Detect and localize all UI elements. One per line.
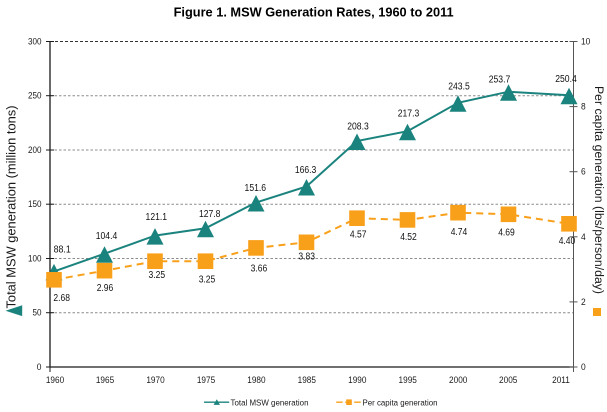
- svg-text:Total MSW generation: Total MSW generation: [231, 398, 309, 407]
- svg-text:Per capita generation (lbs/per: Per capita generation (lbs/person/day): [592, 86, 606, 294]
- svg-text:4.40: 4.40: [559, 236, 576, 247]
- svg-text:253.7: 253.7: [489, 75, 511, 86]
- svg-text:88.1: 88.1: [54, 245, 72, 256]
- svg-text:150: 150: [28, 199, 42, 210]
- svg-text:1980: 1980: [247, 375, 265, 386]
- svg-text:Per capita generation: Per capita generation: [363, 398, 438, 407]
- svg-text:2005: 2005: [499, 375, 517, 386]
- svg-text:0: 0: [37, 362, 42, 373]
- svg-text:6: 6: [581, 167, 586, 178]
- svg-text:4.69: 4.69: [498, 228, 515, 239]
- svg-text:1965: 1965: [96, 375, 114, 386]
- svg-text:1990: 1990: [348, 375, 366, 386]
- svg-text:300: 300: [28, 37, 42, 48]
- svg-text:4: 4: [581, 232, 586, 243]
- svg-text:2: 2: [581, 297, 586, 308]
- svg-text:2011: 2011: [552, 375, 570, 386]
- svg-text:1970: 1970: [146, 375, 164, 386]
- svg-text:127.8: 127.8: [199, 209, 221, 220]
- svg-text:1960: 1960: [46, 375, 64, 386]
- svg-text:50: 50: [33, 308, 42, 319]
- svg-text:2.68: 2.68: [53, 293, 70, 304]
- svg-text:4.52: 4.52: [400, 232, 417, 243]
- svg-text:1975: 1975: [197, 375, 215, 386]
- svg-text:208.3: 208.3: [347, 122, 369, 133]
- svg-text:250: 250: [28, 91, 42, 102]
- svg-text:8: 8: [581, 102, 586, 113]
- svg-text:4.74: 4.74: [451, 227, 468, 238]
- svg-text:3.25: 3.25: [199, 275, 216, 286]
- svg-text:4.57: 4.57: [350, 230, 367, 241]
- svg-text:3.83: 3.83: [298, 252, 315, 263]
- svg-text:10: 10: [581, 37, 590, 48]
- svg-text:2.96: 2.96: [97, 283, 114, 294]
- svg-text:121.1: 121.1: [146, 212, 168, 223]
- svg-text:250.4: 250.4: [555, 74, 577, 85]
- svg-text:2000: 2000: [449, 375, 467, 386]
- svg-text:243.5: 243.5: [448, 82, 470, 93]
- svg-text:217.3: 217.3: [398, 109, 420, 120]
- svg-text:1995: 1995: [399, 375, 417, 386]
- svg-text:200: 200: [28, 145, 42, 156]
- svg-text:166.3: 166.3: [295, 165, 317, 176]
- svg-text:3.66: 3.66: [251, 264, 268, 275]
- svg-text:Total MSW generation (million: Total MSW generation (million tons): [5, 106, 19, 309]
- svg-text:0: 0: [581, 362, 586, 373]
- svg-text:104.4: 104.4: [96, 231, 118, 242]
- svg-text:151.6: 151.6: [245, 183, 267, 194]
- svg-text:3.25: 3.25: [149, 270, 166, 281]
- svg-text:100: 100: [28, 254, 42, 265]
- svg-text:1985: 1985: [298, 375, 316, 386]
- svg-text:Figure 1. MSW Generation Rates: Figure 1. MSW Generation Rates, 1960 to …: [174, 5, 454, 19]
